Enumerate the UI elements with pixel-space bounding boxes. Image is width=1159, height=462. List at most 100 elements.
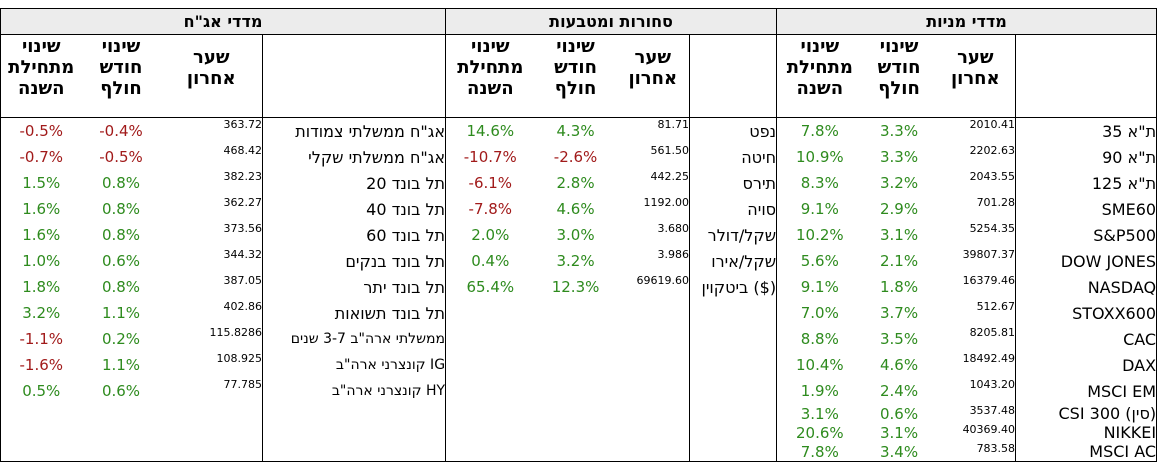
ytd-change: 1.5% xyxy=(0,170,82,196)
ytd-change: 3.1% xyxy=(776,404,863,423)
empty-cell xyxy=(689,404,777,423)
instrument-name: CSI 300 (סין) xyxy=(1015,404,1158,423)
empty-cell xyxy=(535,423,617,442)
instrument-name: ת"א 125 xyxy=(1015,170,1158,196)
column-header-row: שינוי מתחילת השנה שינוי חודש חולף שער אחרון ש… xyxy=(0,34,1158,118)
instrument-name: DOW JONES xyxy=(1015,248,1158,274)
ytd-change: 65.4% xyxy=(445,274,535,300)
last-rate: 701.28 xyxy=(976,196,1016,209)
ytd-change: 14.6% xyxy=(445,117,535,144)
empty-cell xyxy=(535,326,617,352)
mtd-change: 3.1% xyxy=(880,226,919,244)
table-row: 1.0% 0.6% 344.32 תל בונד בנקים 0.4% 3.2% 3.986… xyxy=(0,248,1158,274)
last-rate: 344.32 xyxy=(223,248,263,261)
header-rate: שער אחרון xyxy=(160,34,263,118)
mtd-change: 3.1% xyxy=(880,423,919,442)
last-rate: 2010.41 xyxy=(969,118,1016,131)
mtd-change: 3.5% xyxy=(880,330,919,348)
empty-cell xyxy=(617,326,690,352)
mtd-change: 2.1% xyxy=(880,252,919,270)
instrument-name: MSCI AC xyxy=(1015,442,1158,462)
instrument-name: ת"א 35 xyxy=(1015,117,1158,144)
last-rate: 363.72 xyxy=(223,118,263,131)
ytd-change: -10.7% xyxy=(445,144,535,170)
empty-cell xyxy=(261,404,446,423)
instrument-name: חיטה xyxy=(689,144,777,170)
ytd-change: 9.1% xyxy=(776,274,863,300)
header-mtd: שינוי חודש חולף xyxy=(534,34,617,118)
table-row: 20.6% 3.1% 40369.40 NIKKEI xyxy=(0,423,1158,442)
instrument-name: ת"א 90 xyxy=(1015,144,1158,170)
last-rate: 3.680 xyxy=(657,222,690,235)
last-rate: 2202.63 xyxy=(969,144,1016,157)
ytd-change: 9.1% xyxy=(776,196,863,222)
ytd-change: -0.5% xyxy=(0,117,82,144)
last-rate: 402.86 xyxy=(223,300,263,313)
instrument-name: תל בונד תשואות xyxy=(261,300,446,326)
last-rate: 40369.40 xyxy=(962,423,1016,436)
ytd-change: -7.8% xyxy=(445,196,535,222)
empty-cell xyxy=(689,378,777,404)
instrument-name: קונצרני ארה"ב HY xyxy=(261,378,446,404)
empty-cell xyxy=(617,300,690,326)
table-row: 3.2% 1.1% 402.86 תל בונד תשואות 7.0% 3.7% 512.… xyxy=(0,300,1158,326)
last-rate: 5254.35 xyxy=(969,222,1016,235)
mtd-change: 0.2% xyxy=(101,330,141,348)
empty-cell xyxy=(534,442,617,462)
empty-cell xyxy=(535,404,617,423)
ytd-change: 10.2% xyxy=(776,222,863,248)
table-row: 7.8% 3.4% 783.58 MSCI AC xyxy=(0,442,1158,462)
ytd-change: 7.0% xyxy=(776,300,863,326)
empty-cell xyxy=(535,300,617,326)
header-rate: שער אחרון xyxy=(616,34,690,118)
instrument-name: תל בונד יתר xyxy=(261,274,446,300)
mtd-change: 2.9% xyxy=(880,200,919,218)
mtd-change: 3.7% xyxy=(880,304,919,322)
header-name xyxy=(261,34,446,118)
empty-cell xyxy=(689,442,777,462)
table-row: 0.5% 0.6% 77.785 קונצרני ארה"ב HY 1.9% 2.4% 10… xyxy=(0,378,1158,404)
ytd-change: -0.7% xyxy=(0,144,82,170)
instrument-name: סויה xyxy=(689,196,777,222)
empty-cell xyxy=(0,404,82,423)
header-rate: שער אחרון xyxy=(935,34,1016,118)
ytd-change: -1.1% xyxy=(0,326,82,352)
empty-cell xyxy=(617,378,690,404)
mtd-change: 3.4% xyxy=(862,442,936,462)
empty-cell xyxy=(82,404,161,423)
empty-cell xyxy=(160,442,263,462)
empty-cell xyxy=(0,442,82,462)
ytd-change: 8.3% xyxy=(776,170,863,196)
instrument-name: שקל/אירו xyxy=(689,248,777,274)
section-title-commodities: סחורות ומטבעות xyxy=(445,8,778,35)
ytd-change: 7.8% xyxy=(776,442,863,462)
header-mtd: שינוי חודש חולף xyxy=(862,34,936,118)
ytd-change: -6.1% xyxy=(445,170,535,196)
empty-cell xyxy=(617,423,690,442)
ytd-change: 1.6% xyxy=(0,196,82,222)
empty-cell xyxy=(535,352,617,378)
instrument-name: NASDAQ xyxy=(1015,274,1158,300)
instrument-name: DAX xyxy=(1015,352,1158,378)
ytd-change: 5.6% xyxy=(776,248,863,274)
empty-cell xyxy=(81,442,161,462)
empty-cell xyxy=(445,404,535,423)
ytd-change: 1.8% xyxy=(0,274,82,300)
last-rate: 16379.46 xyxy=(962,274,1016,287)
last-rate: 783.58 xyxy=(935,442,1016,462)
mtd-change: 2.4% xyxy=(880,382,919,400)
ytd-change: 1.0% xyxy=(0,248,82,274)
header-name xyxy=(1015,34,1158,118)
mtd-change: 0.8% xyxy=(101,174,141,192)
last-rate: 561.50 xyxy=(650,144,690,157)
mtd-change: 3.0% xyxy=(556,226,595,244)
empty-cell xyxy=(161,404,263,423)
header-ytd: שינוי מתחילת השנה xyxy=(776,34,863,118)
last-rate: 373.56 xyxy=(223,222,263,235)
last-rate: 3537.48 xyxy=(969,404,1016,417)
mtd-change: 12.3% xyxy=(551,278,600,296)
instrument-name: CAC xyxy=(1015,326,1158,352)
empty-cell xyxy=(689,300,777,326)
market-indices-table: מדדי אג"ח סחורות ומטבעות מדדי מניות שינו… xyxy=(0,8,1158,462)
